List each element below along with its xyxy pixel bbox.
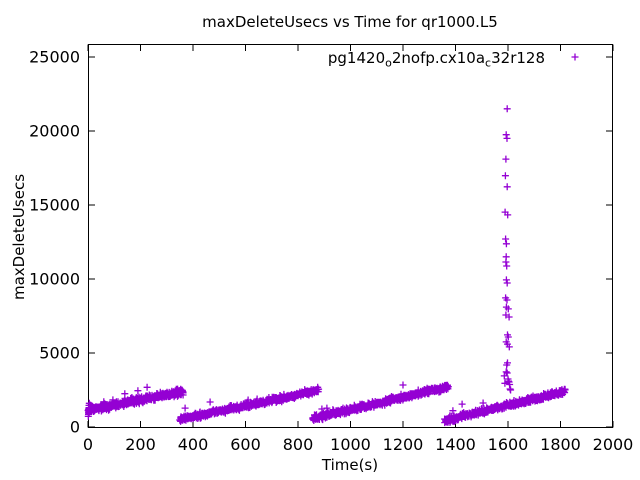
y-axis-label: maxDeleteUsecs [10, 174, 28, 300]
tick-label: 0 [70, 418, 80, 437]
tick-label: 20000 [29, 122, 80, 141]
axis-ticks [87, 44, 614, 428]
tick-label: 0 [83, 435, 93, 454]
chart-title: maxDeleteUsecs vs Time for qr1000.L5 [202, 13, 498, 31]
y-tick-labels: 0 5000 10000 15000 20000 25000 [29, 48, 80, 437]
plot-frame [88, 44, 613, 428]
tick-label: 1800 [540, 435, 581, 454]
scatter-points [84, 105, 569, 427]
tick-label: 1200 [383, 435, 424, 454]
x-tick-labels: 0 200 400 600 800 1000 1200 1400 1600 1800 2000 [83, 435, 633, 454]
legend: pg1420o2nofp.cx10ac32r128 [328, 49, 579, 70]
tick-label: 2000 [593, 435, 634, 454]
legend-series-label: pg1420o2nofp.cx10ac32r128 [328, 49, 545, 70]
tick-label: 800 [283, 435, 314, 454]
tick-label: 15000 [29, 196, 80, 215]
tick-label: 25000 [29, 48, 80, 67]
tick-label: 200 [125, 435, 156, 454]
tick-label: 5000 [39, 344, 80, 363]
tick-label: 1000 [330, 435, 371, 454]
tick-label: 10000 [29, 270, 80, 289]
x-axis-label: Time(s) [321, 456, 378, 474]
tick-label: 400 [178, 435, 209, 454]
tick-label: 600 [230, 435, 261, 454]
tick-label: 1600 [488, 435, 529, 454]
tick-label: 1400 [435, 435, 476, 454]
legend-point-marker-icon [571, 53, 579, 61]
